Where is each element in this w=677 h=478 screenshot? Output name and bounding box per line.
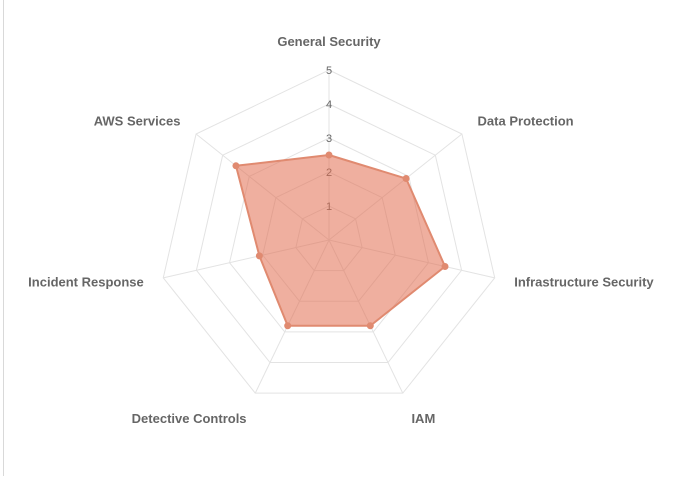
grid-ring-4	[195, 103, 463, 364]
tick-label-3: 3	[326, 133, 332, 145]
series-area-0	[234, 154, 447, 327]
axis-label-2: Infrastructure Security	[514, 274, 654, 289]
radar-series	[232, 151, 449, 330]
data-point-6	[232, 162, 240, 170]
data-point-0	[325, 151, 333, 159]
data-point-3	[366, 322, 374, 330]
axis-labels: General Security Data Protection Infrastru…	[28, 34, 654, 426]
frame-left-border	[3, 0, 4, 476]
axis-label-1: Data Protection	[478, 114, 574, 129]
grid-ring-5	[162, 69, 496, 394]
axis-label-5: Incident Response	[28, 274, 144, 289]
data-point-1	[402, 175, 410, 183]
data-point-2	[441, 262, 449, 270]
axis-label-6: AWS Services	[94, 114, 181, 129]
axis-label-3: IAM	[411, 411, 435, 426]
axis-label-4: Detective Controls	[132, 411, 247, 426]
data-point-4	[284, 322, 292, 330]
data-point-5	[255, 252, 263, 260]
tick-label-4: 4	[326, 99, 332, 111]
axis-label-0: General Security	[277, 34, 381, 49]
tick-label-5: 5	[326, 65, 332, 77]
